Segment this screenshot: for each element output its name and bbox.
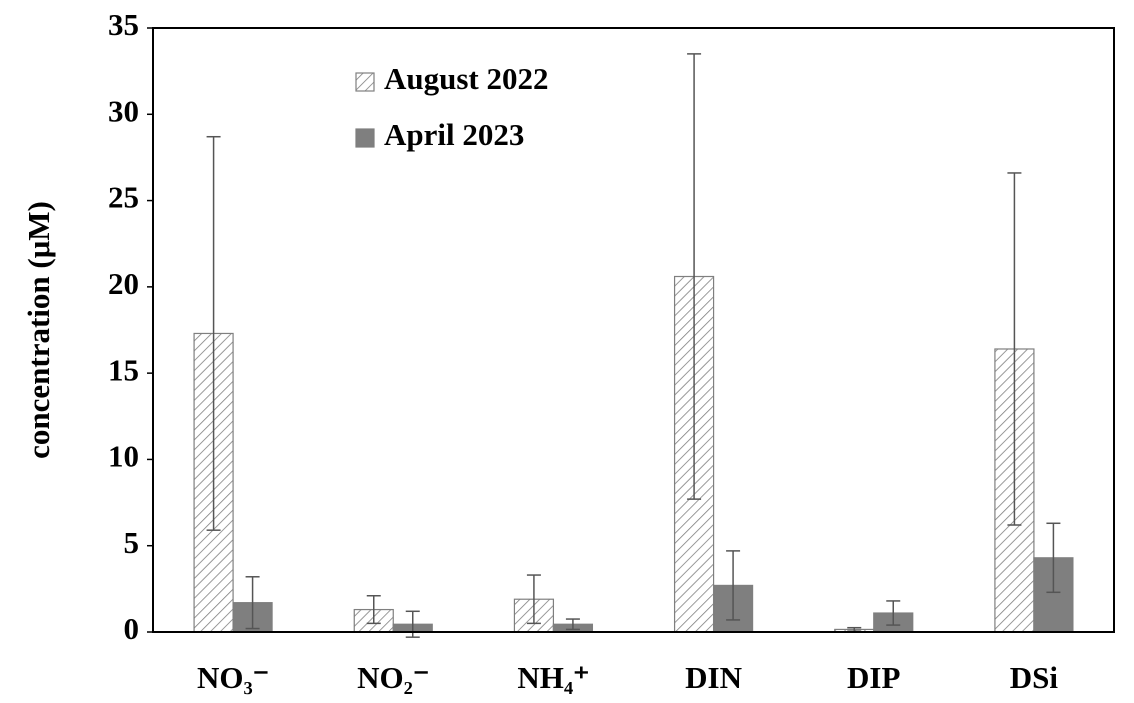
error-bar [565, 618, 580, 631]
error-bar [1007, 172, 1022, 526]
x-tick-label: NH₄⁺ [517, 660, 589, 695]
error-bar [366, 595, 381, 625]
legend-label: April 2023 [384, 117, 524, 152]
y-tick-label: 20 [108, 266, 139, 301]
y-tick-label: 30 [108, 93, 139, 128]
error-bar [886, 600, 901, 626]
legend-swatch [355, 72, 375, 92]
error-bar [206, 135, 221, 531]
legend-label: August 2022 [384, 61, 549, 96]
y-tick-label: 0 [124, 611, 140, 646]
x-tick-label: DSi [1010, 660, 1059, 695]
x-tick-label: NO₃⁻ [197, 660, 269, 695]
y-tick-label: 15 [108, 352, 139, 387]
y-tick-label: 35 [108, 7, 139, 42]
error-bar [726, 550, 741, 621]
error-bar [245, 576, 260, 630]
y-tick-label: 10 [108, 439, 139, 474]
error-bar [1046, 522, 1061, 594]
legend-swatch [355, 128, 375, 148]
y-axis-label: concentration (μM) [21, 201, 56, 459]
x-tick-label: DIN [685, 660, 742, 695]
error-bar [526, 574, 541, 625]
x-tick-label: DIP [847, 660, 900, 695]
y-tick-label: 25 [108, 180, 139, 215]
plot-frame [152, 27, 1115, 633]
x-tick-label: NO₂⁻ [357, 660, 429, 695]
y-tick-label: 5 [124, 525, 140, 560]
error-bar [687, 53, 702, 500]
